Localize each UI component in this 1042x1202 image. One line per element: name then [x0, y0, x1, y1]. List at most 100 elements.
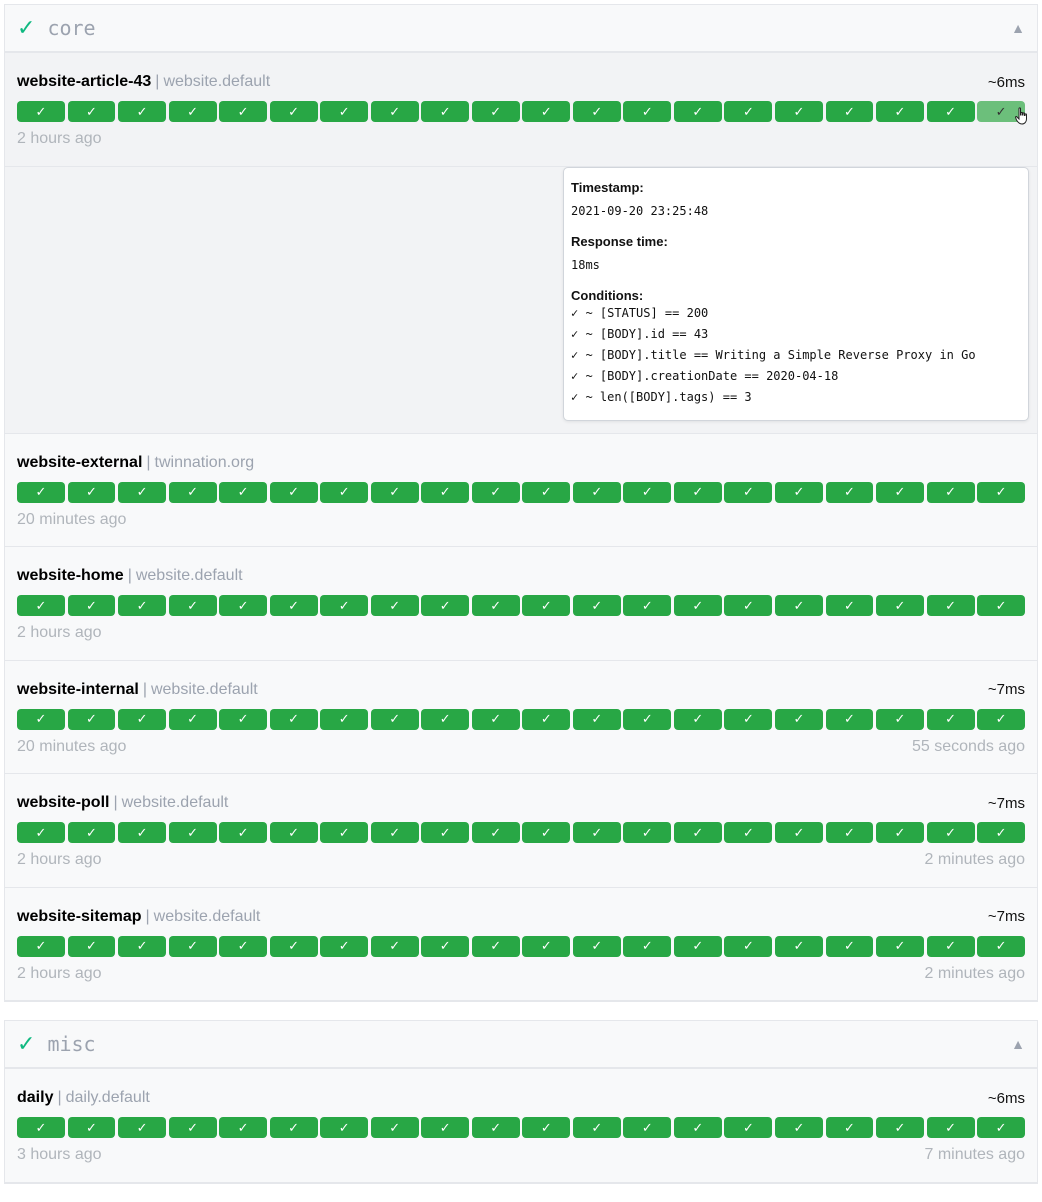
result-bar[interactable]: ✓	[118, 1117, 166, 1138]
result-bar[interactable]: ✓	[774, 101, 823, 122]
result-bar[interactable]: ✓	[572, 595, 621, 616]
result-bar[interactable]: ✓	[370, 822, 419, 843]
result-bar[interactable]: ✓	[825, 1117, 874, 1138]
result-bar[interactable]: ✓	[67, 101, 116, 122]
result-bar[interactable]: ✓	[876, 1117, 924, 1138]
endpoint-name[interactable]: website-sitemap	[17, 907, 142, 925]
endpoint-name[interactable]: website-poll	[17, 794, 110, 811]
result-bar[interactable]: ✓	[572, 481, 621, 503]
result-bar[interactable]: ✓	[269, 822, 318, 843]
result-bar[interactable]: ✓	[269, 101, 318, 122]
result-bar[interactable]: ✓	[623, 708, 672, 730]
result-bar[interactable]: ✓	[977, 822, 1026, 843]
result-bar[interactable]: ✓	[168, 1117, 217, 1138]
result-bar[interactable]: ✓	[623, 935, 672, 957]
result-bar[interactable]: ✓	[118, 708, 166, 730]
result-bar[interactable]: ✓	[219, 595, 268, 616]
result-bar[interactable]: ✓	[219, 935, 268, 957]
result-bar[interactable]: ✓	[673, 101, 722, 122]
result-bar[interactable]: ✓	[623, 595, 672, 616]
result-bar[interactable]: ✓	[17, 708, 65, 730]
result-bar[interactable]: ✓	[623, 822, 672, 843]
result-bar[interactable]: ✓	[421, 935, 470, 957]
result-bar[interactable]: ✓	[977, 1117, 1026, 1138]
result-bar[interactable]: ✓	[522, 101, 571, 122]
result-bar[interactable]: ✓	[673, 935, 722, 957]
result-bar[interactable]: ✓	[219, 101, 268, 122]
result-bar[interactable]: ✓	[17, 595, 65, 616]
result-bar[interactable]: ✓	[370, 595, 419, 616]
result-bar[interactable]: ✓	[17, 101, 65, 122]
result-bar[interactable]: ✓	[876, 935, 924, 957]
result-bar[interactable]: ✓	[522, 481, 571, 503]
result-bar[interactable]: ✓	[421, 822, 470, 843]
endpoint-name[interactable]: website-external	[17, 453, 143, 471]
result-bar[interactable]: ✓	[876, 101, 924, 122]
result-bar[interactable]: ✓	[522, 708, 571, 730]
result-bar[interactable]: ✓	[320, 101, 369, 122]
result-bar[interactable]: ✓	[17, 1117, 65, 1138]
group-header-misc[interactable]: ✓ misc ▲	[5, 1021, 1037, 1069]
result-bar[interactable]: ✓	[774, 595, 823, 616]
result-bar[interactable]: ✓	[471, 935, 520, 957]
group-header-core[interactable]: ✓ core ▲	[5, 5, 1037, 53]
result-bar[interactable]: ✓	[774, 822, 823, 843]
result-bar[interactable]: ✓	[876, 595, 924, 616]
endpoint-name[interactable]: website-internal	[17, 680, 139, 698]
result-bar[interactable]: ✓	[320, 481, 369, 503]
result-bar[interactable]: ✓	[977, 595, 1026, 616]
result-bar[interactable]: ✓	[320, 935, 369, 957]
result-bar[interactable]: ✓	[572, 1117, 621, 1138]
endpoint-name[interactable]: website-article-43	[17, 73, 152, 90]
result-bar[interactable]: ✓	[724, 481, 773, 503]
result-bar[interactable]: ✓	[320, 1117, 369, 1138]
result-bar[interactable]: ✓	[926, 708, 975, 730]
result-bar[interactable]: ✓	[118, 595, 166, 616]
result-bar[interactable]: ✓	[17, 822, 65, 843]
collapse-triangle-icon[interactable]: ▲	[1011, 1036, 1025, 1052]
result-bar[interactable]: ✓	[623, 481, 672, 503]
result-bar[interactable]: ✓	[370, 935, 419, 957]
result-bar[interactable]: ✓	[471, 1117, 520, 1138]
result-bar[interactable]: ✓	[219, 1117, 268, 1138]
result-bar[interactable]: ✓	[623, 101, 672, 122]
result-bar[interactable]: ✓	[17, 935, 65, 957]
result-bar[interactable]: ✓	[572, 101, 621, 122]
result-bar[interactable]: ✓	[724, 101, 773, 122]
result-bar[interactable]: ✓	[219, 708, 268, 730]
result-bar[interactable]: ✓	[118, 481, 166, 503]
result-bar[interactable]: ✓	[421, 481, 470, 503]
result-bar[interactable]: ✓	[269, 935, 318, 957]
endpoint-row[interactable]: website-external | twinnation.org ✓ ✓ ✓ ✓ ✓ ✓ ✓ ✓…	[5, 433, 1037, 547]
result-bar[interactable]: ✓	[471, 595, 520, 616]
result-bar[interactable]: ✓	[673, 822, 722, 843]
result-bar[interactable]: ✓	[774, 1117, 823, 1138]
result-bar[interactable]: ✓	[219, 822, 268, 843]
result-bar[interactable]: ✓	[926, 822, 975, 843]
result-bar[interactable]: ✓	[421, 595, 470, 616]
result-bar[interactable]: ✓	[774, 481, 823, 503]
result-bar[interactable]: ✓	[876, 708, 924, 730]
endpoint-row[interactable]: website-home | website.default ✓ ✓ ✓ ✓ ✓ ✓ ✓ ✓ ✓ ✓ ✓…	[5, 547, 1037, 661]
result-bar[interactable]: ✓	[471, 101, 520, 122]
result-bar[interactable]: ✓	[471, 822, 520, 843]
result-bar[interactable]: ✓	[168, 935, 217, 957]
endpoint-row[interactable]: website-poll | website.default ~7ms ✓ ✓ ✓ ✓ ✓ ✓ ✓…	[5, 774, 1037, 888]
result-bar[interactable]: ✓	[168, 822, 217, 843]
result-bar[interactable]: ✓	[67, 708, 116, 730]
result-bar[interactable]: ✓	[926, 595, 975, 616]
result-bar[interactable]: ✓	[926, 1117, 975, 1138]
result-bar[interactable]: ✓	[977, 481, 1026, 503]
endpoint-name[interactable]: daily	[17, 1089, 54, 1106]
result-bar[interactable]: ✓	[926, 101, 975, 122]
result-bar[interactable]: ✓	[825, 935, 874, 957]
endpoint-row[interactable]: website-sitemap | website.default ~7ms ✓ ✓ ✓ ✓…	[5, 887, 1037, 1001]
result-bar[interactable]: ✓	[67, 1117, 116, 1138]
result-bar[interactable]: ✓	[673, 1117, 722, 1138]
result-bar[interactable]: ✓	[118, 822, 166, 843]
result-bar[interactable]: ✓	[572, 708, 621, 730]
result-bar[interactable]: ✓	[825, 481, 874, 503]
result-bar[interactable]: ✓	[118, 101, 166, 122]
result-bar[interactable]: ✓	[421, 1117, 470, 1138]
collapse-triangle-icon[interactable]: ▲	[1011, 20, 1025, 36]
